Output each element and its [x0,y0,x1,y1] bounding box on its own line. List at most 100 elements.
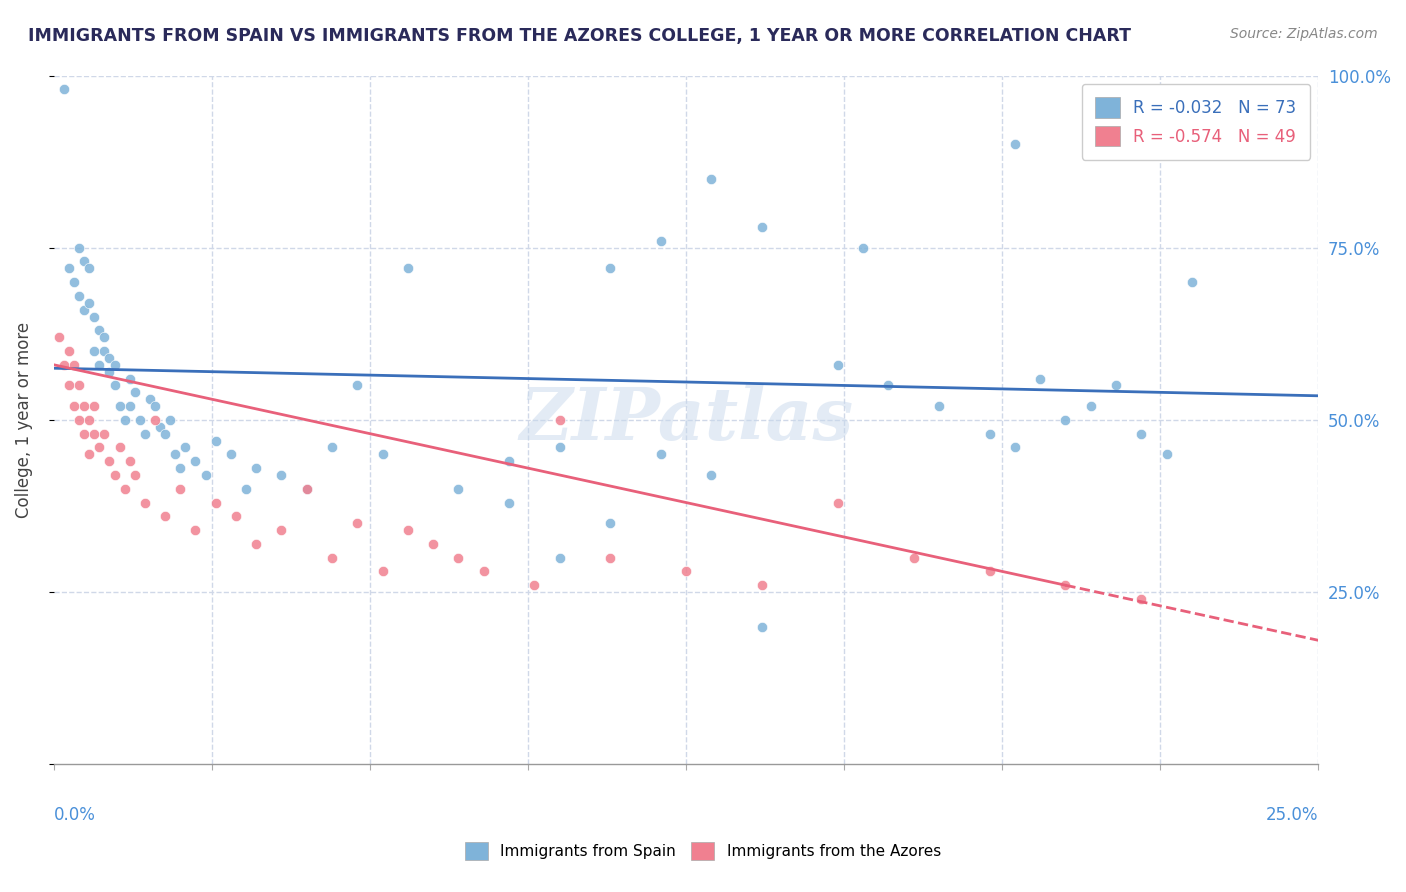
Point [447,482,470,496]
Point [204,434,226,448]
Point [63,399,86,413]
Point [472,565,495,579]
Point [114,482,136,496]
Point [93,426,115,441]
Point [1054,578,1077,592]
Point [1080,399,1102,413]
Point [83,310,105,324]
Point [108,441,131,455]
Point [89,323,111,337]
Point [599,516,621,531]
Point [827,495,849,509]
Point [153,426,176,441]
Point [321,550,343,565]
Point [169,482,191,496]
Point [235,482,257,496]
Point [73,399,96,413]
Point [103,468,125,483]
Point [48,330,70,344]
Point [599,261,621,276]
Point [118,399,141,413]
Point [219,447,242,461]
Point [346,516,368,531]
Point [83,426,105,441]
Point [599,550,621,565]
Point [174,441,197,455]
Point [93,344,115,359]
Point [1181,275,1204,289]
Text: IMMIGRANTS FROM SPAIN VS IMMIGRANTS FROM THE AZORES COLLEGE, 1 YEAR OR MORE CORR: IMMIGRANTS FROM SPAIN VS IMMIGRANTS FROM… [28,27,1130,45]
Point [700,171,723,186]
Point [422,537,444,551]
Point [73,302,96,317]
Point [103,358,125,372]
Point [371,447,394,461]
Point [67,289,90,303]
Point [63,275,86,289]
Point [103,378,125,392]
Point [77,413,100,427]
Point [1105,378,1128,392]
Legend: R = -0.032   N = 73, R = -0.574   N = 49: R = -0.032 N = 73, R = -0.574 N = 49 [1081,84,1310,160]
Point [751,578,773,592]
Point [58,261,80,276]
Point [751,619,773,633]
Point [371,565,394,579]
Point [63,358,86,372]
Point [184,454,207,468]
Text: ZIPatlas: ZIPatlas [519,384,853,456]
Point [245,537,267,551]
Point [928,399,950,413]
Point [98,365,121,379]
Point [1054,413,1077,427]
Point [89,358,111,372]
Point [143,413,166,427]
Text: Source: ZipAtlas.com: Source: ZipAtlas.com [1230,27,1378,41]
Point [396,523,419,537]
Point [153,509,176,524]
Point [73,254,96,268]
Point [83,344,105,359]
Point [548,441,571,455]
Point [83,399,105,413]
Point [89,441,111,455]
Point [245,461,267,475]
Point [903,550,925,565]
Y-axis label: College, 1 year or more: College, 1 year or more [15,322,32,518]
Point [1130,426,1153,441]
Point [93,330,115,344]
Point [118,454,141,468]
Point [52,358,75,372]
Point [134,426,156,441]
Point [675,565,697,579]
Point [270,468,292,483]
Point [295,482,318,496]
Point [1029,371,1052,385]
Point [52,82,75,96]
Point [67,413,90,427]
Point [128,413,150,427]
Point [225,509,247,524]
Point [165,447,187,461]
Point [58,344,80,359]
Point [149,419,172,434]
Point [295,482,318,496]
Point [346,378,368,392]
Point [134,495,156,509]
Point [184,523,207,537]
Point [498,454,520,468]
Point [98,351,121,365]
Legend: Immigrants from Spain, Immigrants from the Azores: Immigrants from Spain, Immigrants from t… [460,836,946,866]
Point [108,399,131,413]
Point [877,378,900,392]
Point [1004,441,1026,455]
Point [67,241,90,255]
Point [548,550,571,565]
Point [852,241,875,255]
Point [523,578,546,592]
Point [204,495,226,509]
Point [114,413,136,427]
Point [73,426,96,441]
Point [1156,447,1178,461]
Point [169,461,191,475]
